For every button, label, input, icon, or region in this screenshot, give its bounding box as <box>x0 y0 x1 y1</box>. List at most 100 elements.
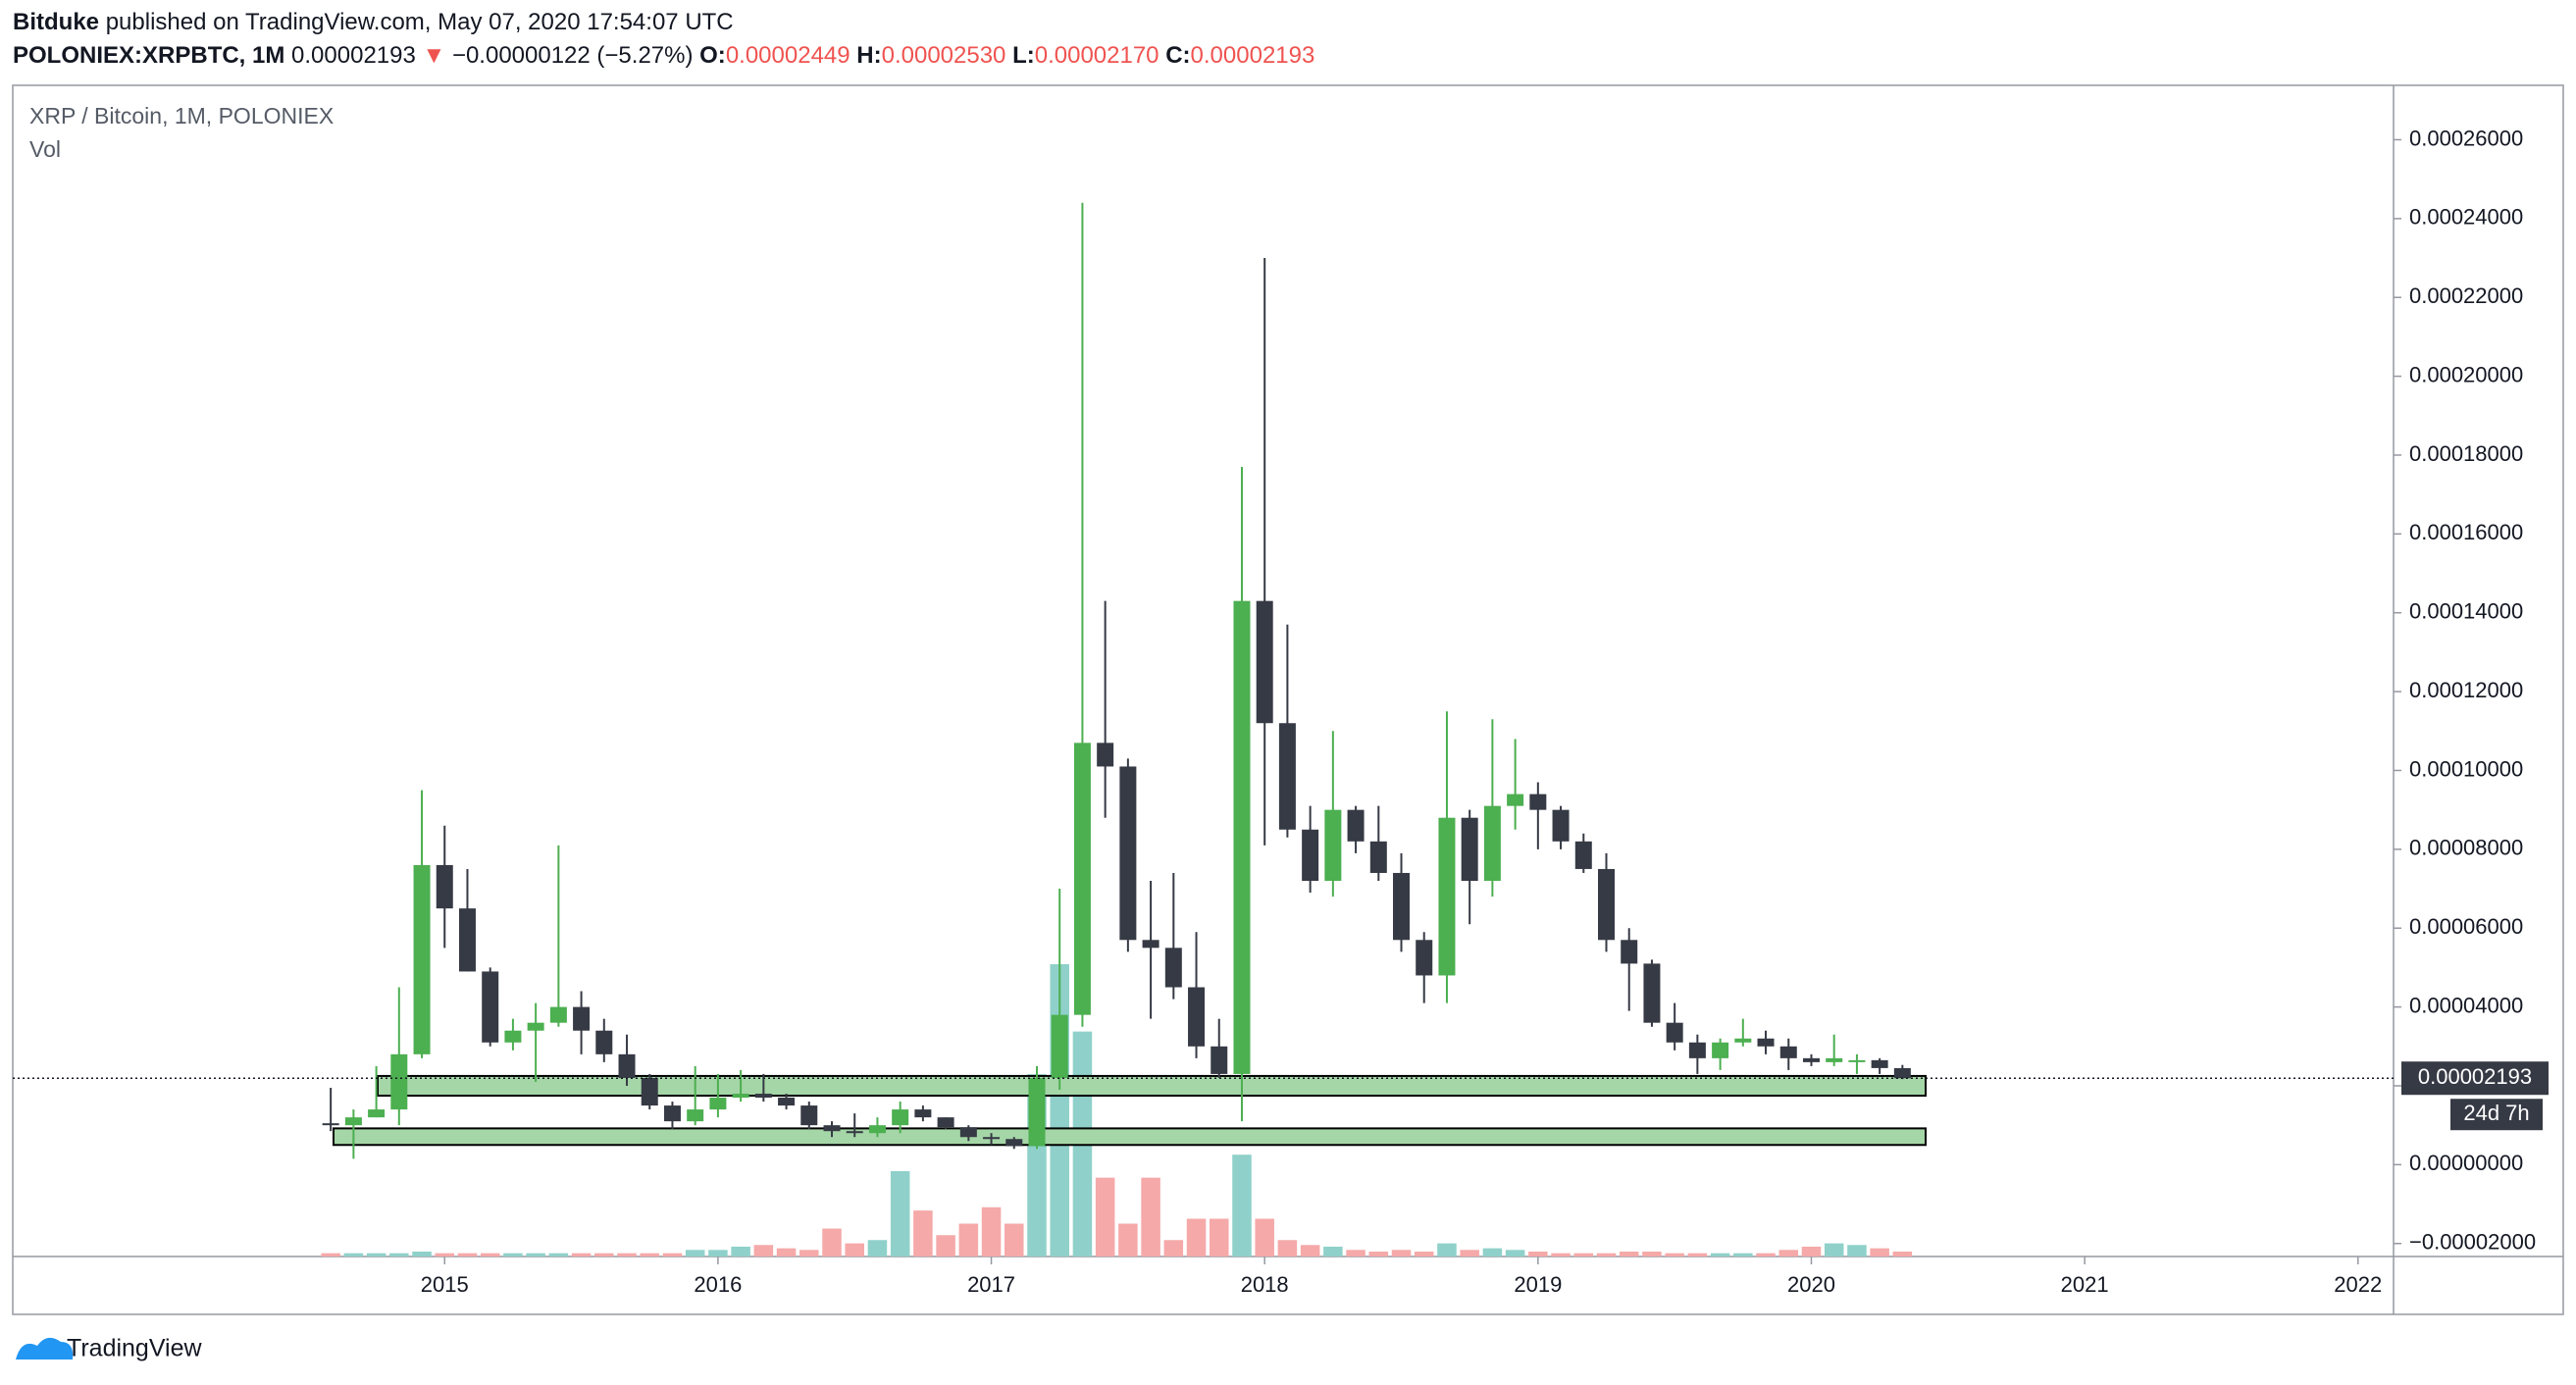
volume-bar <box>1118 1223 1138 1257</box>
volume-bar <box>753 1245 774 1257</box>
volume-bar <box>1847 1245 1867 1257</box>
candle-body <box>1073 743 1091 1015</box>
candle-body <box>413 864 431 1054</box>
x-tick-label: 2020 <box>1787 1272 1835 1297</box>
volume-bar <box>1619 1251 1639 1257</box>
countdown-label: 24d 7h <box>2463 1101 2529 1125</box>
volume-bar <box>457 1253 478 1257</box>
candle-body <box>1188 987 1206 1047</box>
volume-bar <box>1346 1250 1365 1257</box>
logo-icon <box>16 1337 74 1359</box>
candle-body <box>1802 1057 1820 1062</box>
candle-body <box>1643 963 1661 1023</box>
candle-body <box>1416 940 1433 976</box>
ohlc-value: 0.00002530 <box>881 42 1006 69</box>
ohlc-key: O: <box>699 42 726 69</box>
last-price-label: 0.00002193 <box>2418 1064 2532 1089</box>
header: Bitduke published on TradingView.com, Ma… <box>13 6 1314 73</box>
candle-body <box>1483 805 1501 882</box>
volume-bar <box>640 1253 660 1257</box>
x-tick-label: 2019 <box>1514 1272 1562 1297</box>
volume-bar <box>412 1251 432 1257</box>
candle-body <box>618 1053 636 1078</box>
volume-bar <box>1186 1218 1207 1257</box>
y-tick-label: 0.00026000 <box>2409 126 2523 150</box>
volume-bar <box>662 1253 683 1257</box>
volume-bar <box>1710 1253 1730 1257</box>
candle-body <box>1552 809 1570 842</box>
candle-body <box>959 1127 977 1138</box>
candle-body <box>1529 794 1547 810</box>
ohlc-line: POLONIEX:XRPBTC, 1M 0.00002193 ▼ −0.0000… <box>13 39 1314 73</box>
candle-body <box>368 1109 386 1118</box>
y-tick-label: −0.00002000 <box>2409 1230 2536 1255</box>
candle-body <box>1779 1046 1797 1058</box>
candle-body <box>754 1094 772 1099</box>
x-tick-label: 2022 <box>2334 1272 2382 1297</box>
symbol: POLONIEX:XRPBTC, 1M <box>13 42 285 69</box>
author: Bitduke <box>13 9 100 35</box>
y-tick-label: 0.00022000 <box>2409 283 2523 308</box>
candle-body <box>1211 1046 1228 1074</box>
volume-bar <box>1665 1253 1684 1257</box>
volume-bar <box>617 1253 637 1257</box>
candle-body <box>1347 809 1365 842</box>
candle-body <box>778 1098 796 1106</box>
volume-bar <box>571 1253 592 1257</box>
countdown-box <box>2450 1099 2543 1131</box>
candle-body <box>687 1109 704 1122</box>
volume-bar <box>1232 1154 1252 1257</box>
candle-body <box>1666 1022 1683 1043</box>
volume-bar <box>913 1210 933 1257</box>
volume-bar <box>1482 1248 1503 1257</box>
volume-bar <box>1551 1253 1571 1257</box>
candle-body <box>1461 817 1478 882</box>
candle-body <box>322 1123 339 1126</box>
candle-body <box>1438 817 1456 976</box>
candle-body <box>1574 841 1592 869</box>
footer-brand: TradingView <box>67 1335 203 1362</box>
candle-body <box>1848 1059 1866 1062</box>
volume-bar <box>1892 1251 1913 1257</box>
candle-body <box>1302 829 1319 882</box>
ohlc-key: C: <box>1165 42 1191 69</box>
volume-bar <box>1277 1240 1298 1257</box>
volume-bar <box>1005 1223 1024 1257</box>
publish-line: Bitduke published on TradingView.com, Ma… <box>13 6 1314 39</box>
volume-bar <box>1778 1250 1799 1257</box>
candle-body <box>504 1030 522 1043</box>
ohlc-value: 0.00002170 <box>1034 42 1159 69</box>
candle-body <box>1598 868 1616 941</box>
ohlc-3: C:0.00002193 <box>1165 42 1314 69</box>
candle-body <box>549 1006 567 1023</box>
candle-body <box>1393 872 1411 941</box>
candle-body <box>1256 600 1273 724</box>
volume-bar <box>731 1246 750 1257</box>
volume-bar <box>1756 1253 1776 1257</box>
candle-body <box>1164 948 1182 988</box>
candle-body <box>1028 1077 1046 1147</box>
candle-body <box>1119 766 1137 941</box>
ohlc-value: 0.00002193 <box>1190 42 1315 69</box>
candle-body <box>1369 841 1387 873</box>
volume-bar <box>480 1253 500 1257</box>
volume-bar <box>1573 1253 1594 1257</box>
volume-bar <box>1505 1250 1525 1257</box>
candle-body <box>1233 600 1251 1074</box>
volume-bar <box>958 1223 979 1257</box>
y-tick-label: 0.00008000 <box>2409 836 2523 860</box>
pane-frame <box>12 84 2564 1315</box>
ohlc-key: L: <box>1012 42 1035 69</box>
ohlc-2: L:0.00002170 <box>1012 42 1159 69</box>
candle-body <box>1324 809 1342 882</box>
volume-bar <box>1801 1246 1822 1257</box>
volume-bar <box>1323 1246 1343 1257</box>
y-tick-label: 0.00024000 <box>2409 205 2523 230</box>
volume-bar <box>1870 1248 1889 1257</box>
volume-bar <box>594 1253 614 1257</box>
volume-bar <box>776 1248 797 1257</box>
volume-bar <box>1596 1253 1617 1257</box>
candle-body <box>390 1053 408 1110</box>
